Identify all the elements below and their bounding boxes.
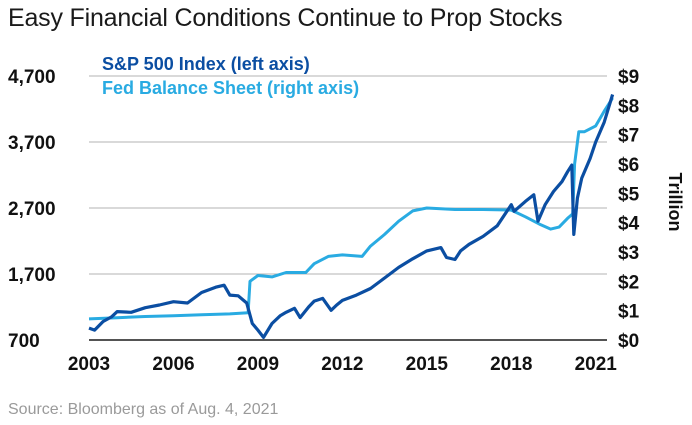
right-tick-label: $2 — [618, 272, 639, 293]
right-tick-label: $7 — [618, 126, 639, 147]
left-tick-label: 700 — [8, 331, 40, 352]
grid-lines — [89, 75, 607, 275]
x-axis-ticks: 2003 2006 2009 2012 2015 2018 2021 — [68, 354, 617, 375]
right-tick-label: $4 — [618, 214, 640, 235]
right-tick-label: $8 — [618, 96, 639, 117]
right-tick-label: $9 — [618, 67, 639, 88]
left-tick-label: 2,700 — [8, 199, 56, 220]
source-note: Source: Bloomberg as of Aug. 4, 2021 — [8, 401, 279, 418]
chart-title: Easy Financial Conditions Continue to Pr… — [8, 4, 563, 32]
x-tick-label: 2021 — [575, 354, 618, 375]
right-tick-label: $5 — [618, 184, 640, 205]
right-tick-label: $6 — [618, 155, 639, 176]
legend: S&P 500 Index (left axis) Fed Balance Sh… — [102, 54, 359, 98]
left-tick-label: 1,700 — [8, 265, 56, 286]
right-tick-label: $0 — [618, 331, 639, 352]
right-axis-label: Trillion — [665, 172, 685, 231]
left-tick-label: 4,700 — [8, 67, 56, 88]
left-axis-ticks: 4,700 3,700 2,700 1,700 700 — [8, 67, 56, 352]
right-axis-ticks: $9 $8 $7 $6 $5 $4 $3 $2 $1 $0 — [618, 67, 640, 352]
left-tick-label: 3,700 — [8, 133, 56, 154]
legend-sp500: S&P 500 Index (left axis) — [102, 54, 310, 74]
x-tick-label: 2012 — [321, 354, 363, 375]
x-tick-label: 2006 — [152, 354, 194, 375]
x-tick-label: 2018 — [490, 354, 532, 375]
right-tick-label: $1 — [618, 302, 640, 323]
x-tick-label: 2015 — [406, 354, 449, 375]
sp500-line — [88, 94, 615, 339]
right-tick-label: $3 — [618, 243, 639, 264]
x-tick-label: 2009 — [237, 354, 279, 375]
x-tick-label: 2003 — [68, 354, 110, 375]
legend-fed: Fed Balance Sheet (right axis) — [102, 78, 359, 98]
series-lines — [88, 94, 615, 339]
